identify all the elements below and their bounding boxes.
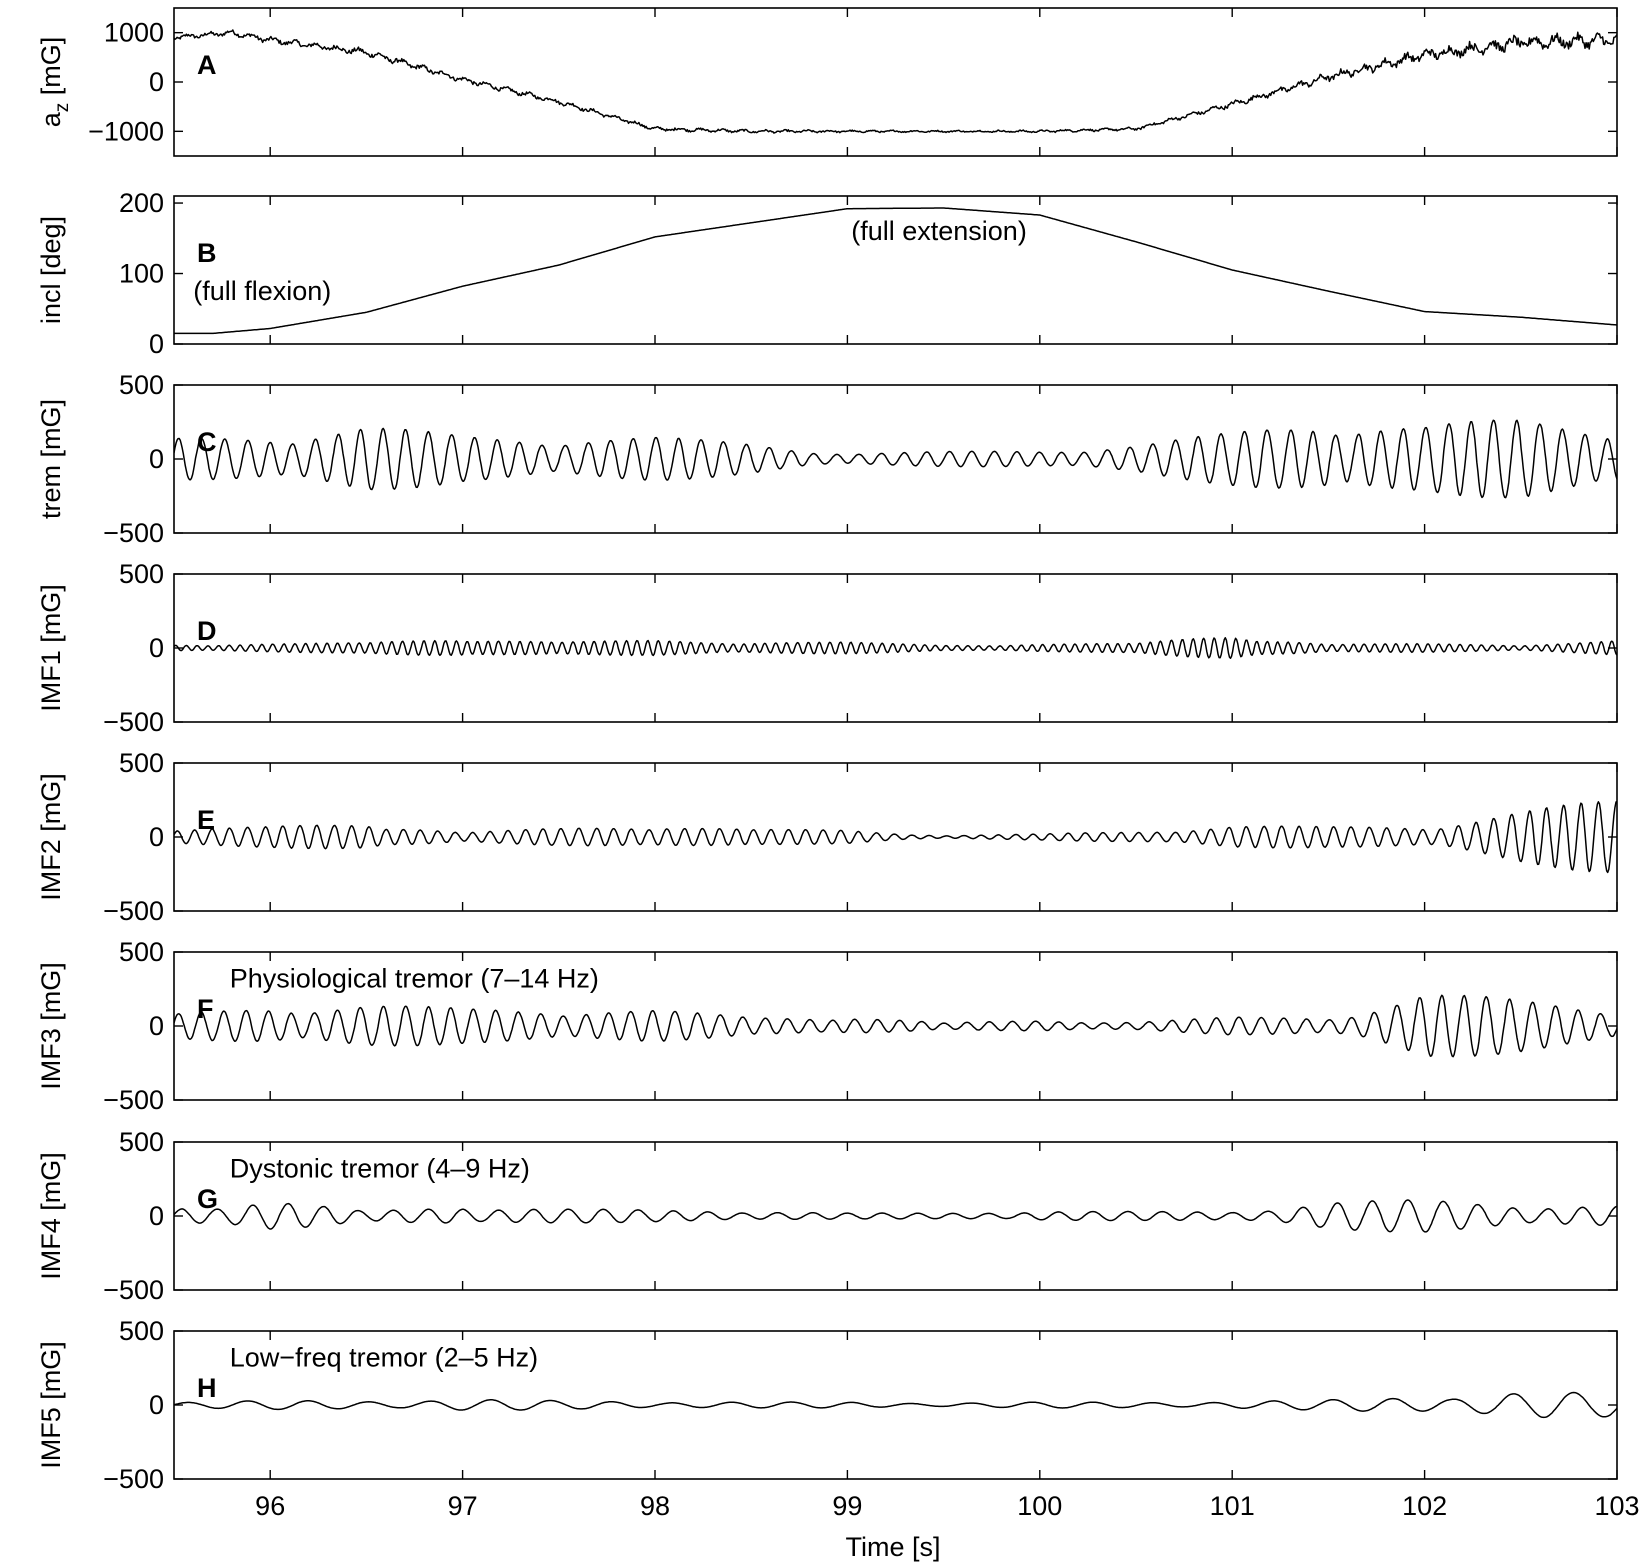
x-tick-label: 98 (640, 1491, 670, 1521)
series-line-d (174, 637, 1617, 659)
panel-a: −1000 0 1000 az [mG] A (36, 7, 1618, 157)
series-line-c (174, 419, 1617, 499)
y-tick-label: 500 (119, 748, 164, 778)
y-tick-label: 0 (149, 329, 164, 359)
panel-f: −500 0 500 IMF3 [mG] F Physiological tremor (… (36, 937, 1618, 1115)
y-tick-label: 0 (149, 633, 164, 663)
series-line-h (174, 1391, 1617, 1419)
y-tick-label: 0 (149, 1390, 164, 1420)
y-axis-label-d: IMF1 [mG] (36, 584, 66, 712)
panel-frame (173, 195, 1618, 345)
panel-h: −500 0 500 IMF5 [mG] H Low−freq tremor (2–5 H… (36, 1316, 1640, 1521)
panel-letter-h: H (197, 1373, 217, 1403)
y-tick-label: −1000 (88, 116, 164, 146)
y-tick-label: 0 (149, 67, 164, 97)
panel-letter-g: G (197, 1184, 218, 1214)
y-tick-label: −500 (103, 707, 164, 737)
series-line-g (174, 1199, 1617, 1233)
y-tick-label: 0 (149, 1201, 164, 1231)
series-line-a (174, 29, 1617, 134)
x-tick-label: 102 (1402, 1491, 1447, 1521)
y-tick-label: 500 (119, 1127, 164, 1157)
panel-frame (173, 384, 1618, 534)
y-tick-label: 500 (119, 559, 164, 589)
panel-letter-d: D (197, 616, 217, 646)
series-line-f (174, 994, 1617, 1058)
annotation: (full extension) (851, 216, 1027, 246)
y-axis-label-e: IMF2 [mG] (36, 773, 66, 901)
y-tick-label: 500 (119, 370, 164, 400)
y-tick-label: 500 (119, 937, 164, 967)
panel-letter-e: E (197, 805, 215, 835)
y-axis-label-g: IMF4 [mG] (36, 1152, 66, 1280)
panel-letter-f: F (197, 994, 214, 1024)
y-tick-label: 500 (119, 1316, 164, 1346)
x-axis-label: Time [s] (845, 1532, 940, 1562)
series-line-b (174, 207, 1617, 335)
y-tick-label: 100 (119, 259, 164, 289)
y-tick-label: 0 (149, 1011, 164, 1041)
x-tick-label: 100 (1017, 1491, 1062, 1521)
x-tick-label: 101 (1210, 1491, 1255, 1521)
panel-frame (173, 7, 1618, 157)
annotation: Low−freq tremor (2–5 Hz) (230, 1343, 538, 1373)
y-tick-label: 200 (119, 188, 164, 218)
y-tick-label: −500 (103, 896, 164, 926)
panel-letter-b: B (197, 238, 217, 268)
y-axis-label-h: IMF5 [mG] (36, 1341, 66, 1469)
panel-b: 0 100 200 incl [deg] B (full flexion) (full ex… (36, 188, 1618, 359)
panel-e: −500 0 500 IMF2 [mG] E (36, 748, 1618, 926)
y-tick-label: −500 (103, 1275, 164, 1305)
panel-g: −500 0 500 IMF4 [mG] G Dystonic tremor (4–9 H… (36, 1127, 1618, 1305)
x-axis: Time [s] (845, 1532, 940, 1562)
x-tick-label: 99 (832, 1491, 862, 1521)
panel-c: −500 0 500 trem [mG] C (36, 370, 1618, 548)
x-tick-label: 96 (255, 1491, 285, 1521)
annotation: Dystonic tremor (4–9 Hz) (230, 1154, 530, 1184)
annotation: (full flexion) (193, 276, 331, 306)
y-tick-label: −500 (103, 1085, 164, 1115)
y-tick-label: −500 (103, 1464, 164, 1494)
y-tick-label: 1000 (104, 18, 164, 48)
x-tick-label: 97 (448, 1491, 478, 1521)
panel-d: −500 0 500 IMF1 [mG] D (36, 559, 1618, 737)
panel-letter-c: C (197, 427, 217, 457)
y-axis-label-a: az [mG] (36, 37, 73, 128)
y-axis-label-f: IMF3 [mG] (36, 962, 66, 1090)
annotation: Physiological tremor (7–14 Hz) (230, 964, 599, 994)
panel-letter-a: A (197, 50, 217, 80)
y-axis-label-c: trem [mG] (36, 399, 66, 519)
y-axis-label-b: incl [deg] (36, 216, 66, 324)
y-tick-label: 0 (149, 444, 164, 474)
series-line-e (174, 800, 1617, 874)
x-tick-label: 103 (1594, 1491, 1639, 1521)
y-tick-label: 0 (149, 822, 164, 852)
y-tick-label: −500 (103, 518, 164, 548)
